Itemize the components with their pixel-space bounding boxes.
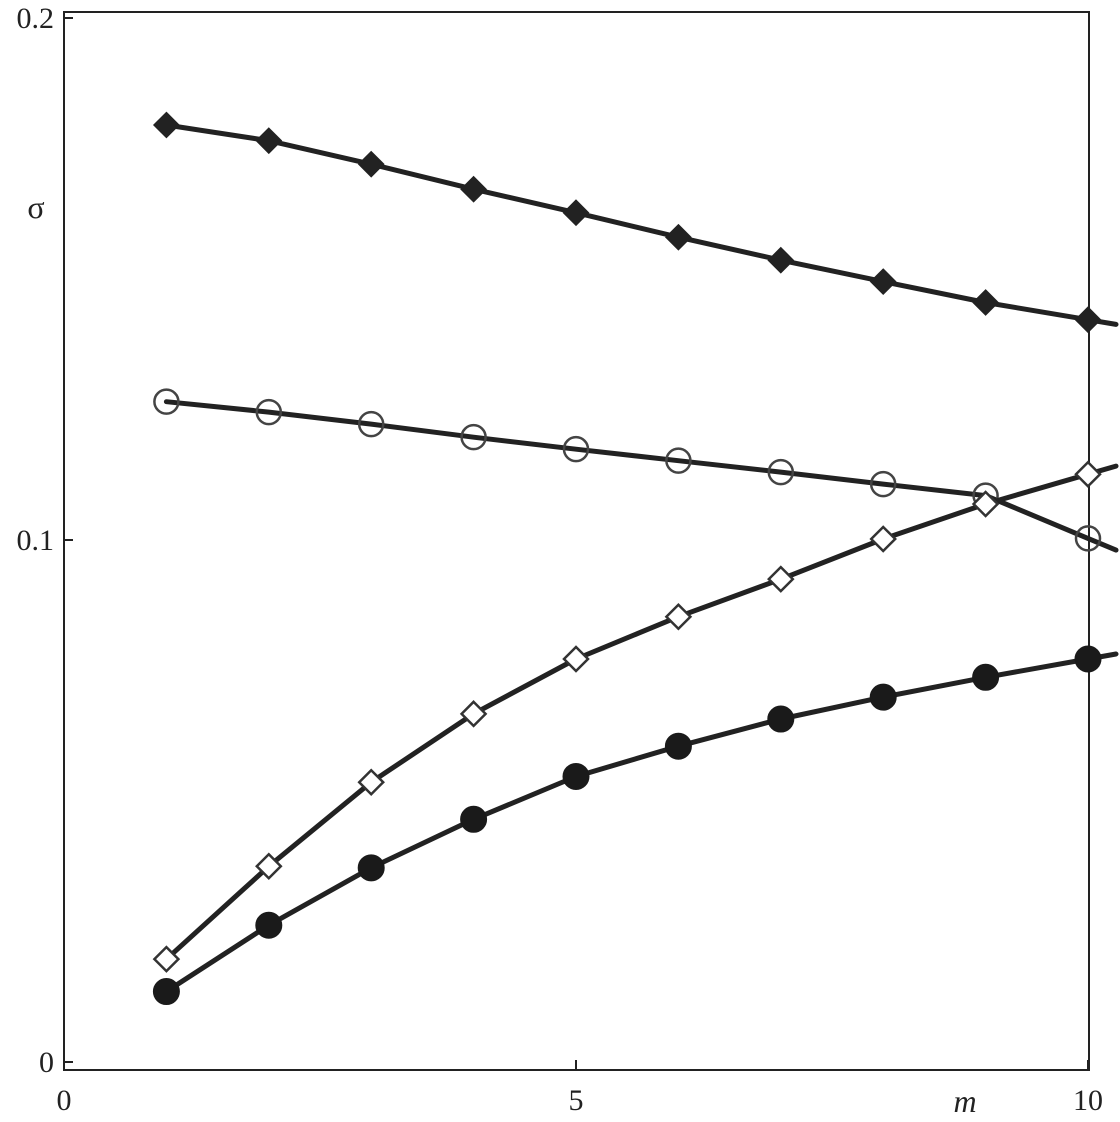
data-point — [767, 565, 795, 593]
series-line — [163, 463, 1119, 962]
data-point — [665, 447, 692, 474]
series-line — [163, 122, 1119, 327]
data-point — [357, 150, 385, 178]
series-line — [163, 651, 1119, 994]
data-point — [869, 268, 897, 296]
y-tick-label: 0.1 — [17, 524, 55, 557]
x-tick-label: 10 — [1073, 1084, 1103, 1117]
y-tick-label: 0 — [39, 1046, 54, 1079]
y-axis-title: σ — [27, 189, 44, 225]
data-point — [562, 645, 590, 673]
series-group — [152, 111, 1119, 1006]
data-point — [357, 410, 385, 438]
data-point — [153, 388, 180, 415]
series-filled-circle — [152, 645, 1119, 1006]
x-tick-label: 0 — [57, 1084, 72, 1117]
data-point — [357, 854, 385, 882]
data-point — [459, 700, 488, 728]
data-point — [357, 768, 385, 796]
data-point — [1074, 525, 1102, 552]
data-point — [1074, 306, 1102, 334]
data-point — [255, 398, 283, 426]
data-point — [664, 223, 692, 251]
data-point — [255, 127, 283, 155]
data-point — [1074, 460, 1102, 488]
data-point — [152, 111, 180, 139]
data-point — [152, 945, 181, 973]
data-point — [1074, 645, 1102, 673]
data-point — [562, 435, 590, 463]
data-point — [664, 732, 692, 760]
data-point — [767, 705, 795, 733]
data-point — [972, 289, 1000, 316]
data-point — [972, 663, 1000, 691]
data-point — [460, 423, 487, 451]
axes: 0 0.1 0.2 0 5 10 — [17, 2, 1104, 1117]
y-tick-label: 0.2 — [17, 2, 55, 35]
data-point — [664, 602, 693, 631]
data-point — [460, 175, 488, 203]
data-point — [767, 246, 795, 274]
x-axis-title: m — [953, 1083, 976, 1119]
x-tick-label: 5 — [569, 1084, 584, 1117]
data-point — [460, 805, 488, 833]
data-point — [869, 525, 897, 553]
data-point — [869, 470, 897, 498]
data-point — [255, 911, 283, 939]
series-open-circle — [153, 388, 1119, 553]
data-point — [971, 490, 1000, 518]
series-open-diamond — [152, 460, 1119, 973]
series-line — [163, 399, 1119, 553]
data-point — [152, 978, 180, 1006]
series-filled-diamond — [152, 111, 1119, 334]
data-point — [767, 458, 795, 486]
data-point — [869, 683, 897, 711]
data-point — [255, 852, 283, 881]
data-point — [562, 762, 590, 790]
data-point — [562, 199, 590, 227]
